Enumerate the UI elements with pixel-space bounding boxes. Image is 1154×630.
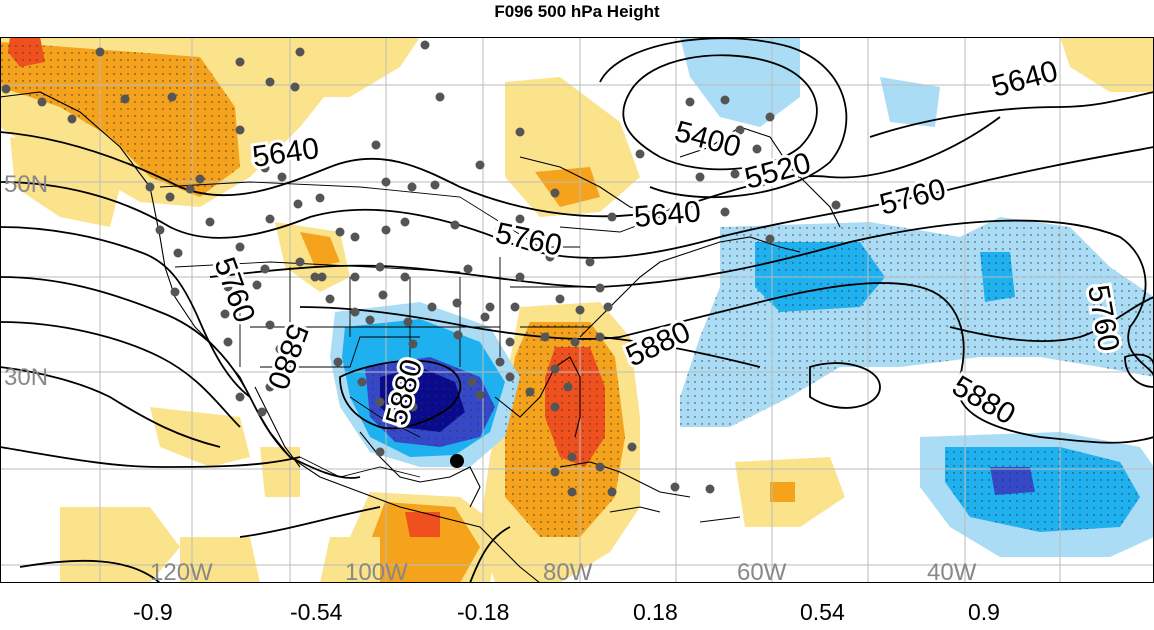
lat-label-50n: 50N xyxy=(4,171,48,198)
colorbar-label: -0.18 xyxy=(457,599,509,625)
graticule xyxy=(0,37,1154,583)
map-title: F096 500 hPa Height xyxy=(494,2,660,21)
colorbar-label: -0.54 xyxy=(290,599,343,625)
lon-label-100w: 100W xyxy=(345,559,408,586)
colorbar-label: 0.18 xyxy=(633,599,678,625)
map-panel: 5640 5400 5520 5640 5760 5760 5880 5760 … xyxy=(0,37,1154,586)
lon-label-60w: 60W xyxy=(737,559,787,586)
height-contours xyxy=(0,37,1154,583)
colorbar-label: 0.9 xyxy=(968,599,1000,625)
lon-label-80w: 80W xyxy=(543,559,593,586)
contour-label: 5640 xyxy=(633,195,702,234)
lon-label-120w: 120W xyxy=(150,559,213,586)
significance-stipple xyxy=(0,42,1154,537)
colorbar-label: -0.9 xyxy=(133,599,173,625)
station-markers xyxy=(1,40,841,497)
colorbar-labels: -0.9 -0.54 -0.18 0.18 0.54 0.9 xyxy=(133,599,1000,625)
lat-label-30n: 30N xyxy=(4,364,48,391)
country-state-borders xyxy=(159,181,661,478)
lon-label-40w: 40W xyxy=(927,559,977,586)
storm-center-marker xyxy=(450,454,464,468)
colorbar-label: 0.54 xyxy=(800,599,845,625)
